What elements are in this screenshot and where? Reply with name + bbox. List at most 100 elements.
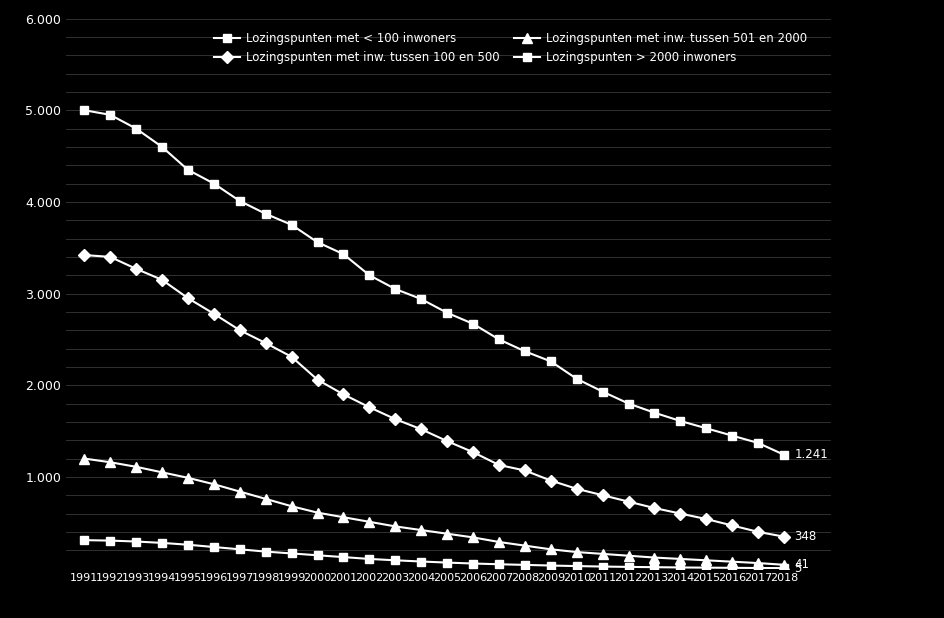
Lozingspunten met inw. tussen 501 en 2000 bbox=[675, 555, 686, 562]
Lozingspunten met inw. tussen 100 en 500 bbox=[182, 294, 194, 302]
Lozingspunten met < 100 inwoners bbox=[779, 451, 790, 459]
Lozingspunten met < 100 inwoners bbox=[442, 309, 453, 316]
Lozingspunten met < 100 inwoners bbox=[649, 409, 660, 417]
Lozingspunten met inw. tussen 100 en 500 bbox=[467, 449, 479, 456]
Lozingspunten > 2000 inwoners bbox=[338, 553, 349, 561]
Lozingspunten > 2000 inwoners bbox=[415, 558, 427, 565]
Lozingspunten > 2000 inwoners bbox=[157, 539, 168, 546]
Lozingspunten > 2000 inwoners bbox=[312, 551, 323, 559]
Text: 41: 41 bbox=[795, 558, 809, 571]
Lozingspunten met inw. tussen 100 en 500 bbox=[494, 461, 505, 468]
Lozingspunten met < 100 inwoners bbox=[105, 111, 116, 119]
Lozingspunten > 2000 inwoners bbox=[519, 561, 531, 569]
Lozingspunten > 2000 inwoners bbox=[649, 564, 660, 571]
Lozingspunten met < 100 inwoners bbox=[209, 180, 220, 187]
Lozingspunten > 2000 inwoners bbox=[700, 564, 712, 572]
Lozingspunten met inw. tussen 501 en 2000 bbox=[494, 538, 505, 546]
Lozingspunten met inw. tussen 100 en 500 bbox=[727, 522, 738, 529]
Lozingspunten met inw. tussen 100 en 500 bbox=[700, 515, 712, 523]
Lozingspunten met inw. tussen 100 en 500 bbox=[105, 253, 116, 261]
Lozingspunten > 2000 inwoners bbox=[597, 563, 608, 570]
Lozingspunten met inw. tussen 100 en 500 bbox=[260, 339, 271, 347]
Lozingspunten met inw. tussen 100 en 500 bbox=[779, 533, 790, 540]
Lozingspunten met inw. tussen 100 en 500 bbox=[415, 426, 427, 433]
Lozingspunten met inw. tussen 501 en 2000 bbox=[623, 552, 634, 559]
Lozingspunten > 2000 inwoners bbox=[209, 543, 220, 551]
Lozingspunten met inw. tussen 501 en 2000 bbox=[157, 468, 168, 476]
Lozingspunten met inw. tussen 100 en 500 bbox=[157, 276, 168, 284]
Lozingspunten met inw. tussen 501 en 2000 bbox=[519, 542, 531, 549]
Lozingspunten met < 100 inwoners bbox=[519, 347, 531, 355]
Lozingspunten met < 100 inwoners bbox=[415, 295, 427, 303]
Lozingspunten > 2000 inwoners bbox=[363, 555, 375, 562]
Text: 1.241: 1.241 bbox=[795, 448, 828, 461]
Lozingspunten met inw. tussen 100 en 500 bbox=[571, 485, 582, 493]
Lozingspunten > 2000 inwoners bbox=[467, 560, 479, 567]
Lozingspunten met inw. tussen 501 en 2000 bbox=[390, 523, 401, 530]
Lozingspunten met inw. tussen 100 en 500 bbox=[209, 310, 220, 318]
Lozingspunten > 2000 inwoners bbox=[234, 546, 245, 553]
Lozingspunten > 2000 inwoners bbox=[779, 564, 790, 572]
Lozingspunten > 2000 inwoners bbox=[623, 563, 634, 570]
Lozingspunten met < 100 inwoners bbox=[182, 166, 194, 174]
Lozingspunten met < 100 inwoners bbox=[338, 250, 349, 258]
Lozingspunten > 2000 inwoners bbox=[130, 538, 142, 545]
Lozingspunten met inw. tussen 501 en 2000 bbox=[597, 550, 608, 557]
Lozingspunten met inw. tussen 501 en 2000 bbox=[209, 481, 220, 488]
Lozingspunten met < 100 inwoners bbox=[545, 358, 556, 365]
Lozingspunten met inw. tussen 501 en 2000 bbox=[130, 463, 142, 470]
Lozingspunten met < 100 inwoners bbox=[130, 125, 142, 132]
Lozingspunten met inw. tussen 501 en 2000 bbox=[234, 488, 245, 495]
Lozingspunten met < 100 inwoners bbox=[363, 271, 375, 279]
Lozingspunten met inw. tussen 100 en 500 bbox=[675, 510, 686, 517]
Lozingspunten met < 100 inwoners bbox=[260, 210, 271, 218]
Lozingspunten met inw. tussen 501 en 2000 bbox=[545, 546, 556, 553]
Text: 5: 5 bbox=[795, 562, 801, 575]
Lozingspunten > 2000 inwoners bbox=[545, 562, 556, 569]
Lozingspunten > 2000 inwoners bbox=[727, 564, 738, 572]
Lozingspunten met inw. tussen 100 en 500 bbox=[545, 477, 556, 485]
Lozingspunten met inw. tussen 501 en 2000 bbox=[700, 557, 712, 564]
Lozingspunten met inw. tussen 501 en 2000 bbox=[338, 514, 349, 521]
Lozingspunten met < 100 inwoners bbox=[312, 239, 323, 246]
Lozingspunten met inw. tussen 100 en 500 bbox=[597, 491, 608, 499]
Lozingspunten met < 100 inwoners bbox=[571, 375, 582, 383]
Lozingspunten met < 100 inwoners bbox=[752, 439, 764, 447]
Lozingspunten met < 100 inwoners bbox=[234, 197, 245, 205]
Lozingspunten met inw. tussen 501 en 2000 bbox=[105, 459, 116, 466]
Lozingspunten met inw. tussen 501 en 2000 bbox=[286, 502, 297, 510]
Lozingspunten > 2000 inwoners bbox=[105, 537, 116, 544]
Line: Lozingspunten > 2000 inwoners: Lozingspunten > 2000 inwoners bbox=[80, 536, 788, 572]
Lozingspunten > 2000 inwoners bbox=[182, 541, 194, 548]
Line: Lozingspunten met inw. tussen 501 en 2000: Lozingspunten met inw. tussen 501 en 200… bbox=[79, 454, 789, 570]
Lozingspunten > 2000 inwoners bbox=[390, 557, 401, 564]
Lozingspunten met < 100 inwoners bbox=[390, 286, 401, 293]
Lozingspunten met inw. tussen 501 en 2000 bbox=[752, 559, 764, 567]
Lozingspunten met inw. tussen 100 en 500 bbox=[442, 438, 453, 445]
Lozingspunten met inw. tussen 501 en 2000 bbox=[571, 548, 582, 556]
Lozingspunten met inw. tussen 100 en 500 bbox=[234, 326, 245, 334]
Lozingspunten met inw. tussen 501 en 2000 bbox=[727, 558, 738, 565]
Lozingspunten met inw. tussen 501 en 2000 bbox=[260, 495, 271, 502]
Lozingspunten > 2000 inwoners bbox=[442, 559, 453, 566]
Lozingspunten > 2000 inwoners bbox=[571, 562, 582, 570]
Lozingspunten > 2000 inwoners bbox=[286, 550, 297, 557]
Lozingspunten met inw. tussen 100 en 500 bbox=[390, 415, 401, 423]
Lozingspunten met inw. tussen 501 en 2000 bbox=[312, 509, 323, 517]
Lozingspunten met < 100 inwoners bbox=[157, 143, 168, 151]
Lozingspunten > 2000 inwoners bbox=[675, 564, 686, 571]
Lozingspunten met inw. tussen 501 en 2000 bbox=[467, 534, 479, 541]
Lozingspunten met inw. tussen 100 en 500 bbox=[752, 528, 764, 536]
Lozingspunten met inw. tussen 501 en 2000 bbox=[442, 530, 453, 538]
Lozingspunten > 2000 inwoners bbox=[260, 548, 271, 556]
Lozingspunten met < 100 inwoners bbox=[675, 417, 686, 425]
Text: 348: 348 bbox=[795, 530, 817, 543]
Lozingspunten met inw. tussen 100 en 500 bbox=[312, 376, 323, 383]
Lozingspunten met inw. tussen 100 en 500 bbox=[363, 404, 375, 411]
Lozingspunten met inw. tussen 501 en 2000 bbox=[182, 474, 194, 481]
Line: Lozingspunten met < 100 inwoners: Lozingspunten met < 100 inwoners bbox=[80, 106, 788, 459]
Lozingspunten met inw. tussen 501 en 2000 bbox=[415, 527, 427, 534]
Legend: Lozingspunten met < 100 inwoners, Lozingspunten met inw. tussen 100 en 500, Lozi: Lozingspunten met < 100 inwoners, Lozing… bbox=[210, 28, 812, 69]
Lozingspunten met inw. tussen 100 en 500 bbox=[338, 391, 349, 398]
Lozingspunten met < 100 inwoners bbox=[78, 106, 90, 114]
